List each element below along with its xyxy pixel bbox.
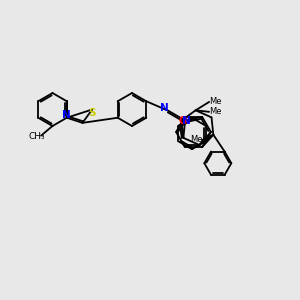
Text: S: S (89, 108, 96, 118)
Text: Me: Me (209, 97, 222, 106)
Text: N: N (182, 116, 190, 125)
Text: N: N (160, 103, 169, 113)
Text: N: N (62, 110, 71, 120)
Text: O: O (178, 116, 187, 126)
Text: Me: Me (190, 135, 203, 144)
Text: CH₃: CH₃ (29, 132, 46, 141)
Text: Me: Me (209, 107, 222, 116)
